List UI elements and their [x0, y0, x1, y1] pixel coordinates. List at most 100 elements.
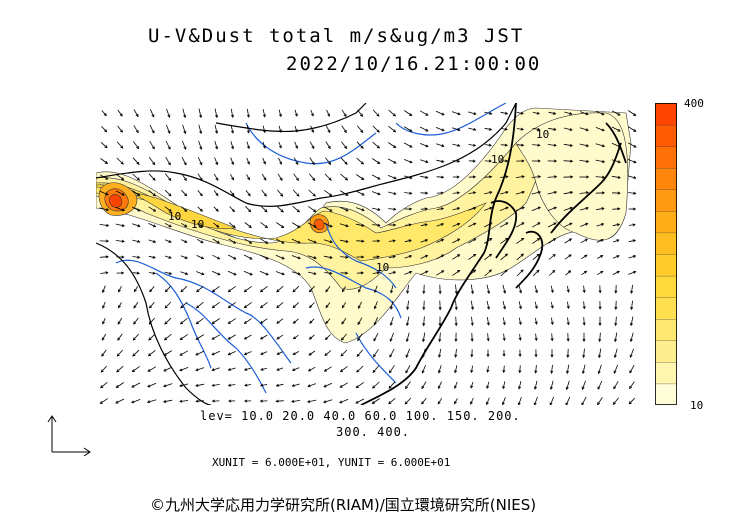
wind-vector-head — [179, 384, 183, 388]
wind-vector-head — [103, 113, 107, 117]
wind-vector-head — [167, 162, 171, 166]
wind-vector-head — [409, 270, 413, 274]
wind-vector — [148, 157, 156, 165]
wind-vector-head — [102, 289, 105, 294]
wind-vector-head — [136, 146, 140, 150]
wind-vector — [550, 285, 554, 293]
wind-vector — [339, 398, 349, 404]
wind-vector-head — [425, 175, 429, 179]
wind-vector — [563, 160, 573, 162]
wind-vector-head — [246, 114, 250, 118]
wind-vector — [277, 173, 283, 181]
wind-vector — [471, 365, 473, 373]
wind-vector-head — [215, 208, 219, 212]
wind-vector-head — [598, 322, 602, 327]
wind-vector — [179, 383, 189, 387]
wind-vector — [133, 333, 139, 341]
wind-vector-head — [99, 401, 103, 404]
wind-vector — [515, 191, 525, 195]
wind-vector-head — [565, 402, 569, 405]
wind-vector-head — [504, 269, 508, 273]
wind-vector — [356, 157, 364, 165]
wind-vector — [420, 239, 428, 243]
wind-vector — [101, 333, 107, 341]
wind-vector-head — [601, 128, 605, 132]
wind-vector — [614, 348, 618, 358]
wind-vector — [419, 159, 429, 163]
wind-vector-head — [597, 370, 601, 375]
wind-vector — [275, 254, 285, 260]
wind-vector-head — [536, 253, 540, 257]
wind-vector-head — [344, 177, 349, 181]
wind-vector-head — [279, 161, 282, 165]
wind-vector — [342, 286, 346, 292]
wind-vector — [471, 316, 473, 326]
wind-vector — [180, 334, 188, 340]
wind-vector — [131, 382, 141, 388]
wind-vector-head — [151, 130, 155, 134]
wind-vector — [341, 109, 347, 117]
wind-vector-head — [195, 337, 199, 340]
wind-vector — [339, 206, 349, 212]
wind-vector-head — [147, 384, 151, 388]
wind-vector — [213, 173, 219, 181]
wind-vector — [116, 382, 124, 388]
wind-vector-head — [406, 290, 410, 294]
wind-vector — [326, 109, 330, 117]
wind-vector — [468, 222, 476, 228]
wind-vector — [131, 223, 141, 227]
wind-vector-head — [136, 177, 141, 181]
wind-vector-head — [168, 193, 172, 197]
wind-vector-head — [505, 159, 509, 163]
wind-vector — [563, 143, 573, 147]
wind-vector — [228, 318, 236, 324]
wind-vector — [564, 238, 572, 244]
colorbar-swatch — [655, 210, 677, 234]
wind-vector-head — [502, 369, 506, 374]
wind-vector — [228, 384, 236, 386]
wind-vector-head — [324, 352, 328, 356]
wind-vector — [195, 383, 205, 387]
wind-vector — [195, 350, 205, 356]
wind-vector — [133, 109, 139, 117]
wind-vector-head — [552, 269, 556, 274]
wind-vector — [133, 125, 139, 133]
wind-vector — [246, 174, 250, 180]
wind-vector — [404, 110, 412, 116]
wind-vector-head — [454, 306, 458, 311]
wind-vector-head — [473, 127, 477, 131]
wind-vector — [163, 399, 173, 403]
wind-vector — [563, 127, 573, 131]
wind-vector-head — [105, 271, 109, 275]
wind-vector-head — [327, 145, 331, 150]
wind-vector-head — [325, 320, 329, 325]
wind-vector — [532, 269, 540, 277]
wind-vector — [468, 254, 476, 260]
wind-vector — [164, 206, 172, 212]
wind-vector-head — [357, 321, 361, 326]
wind-vector — [260, 367, 268, 371]
wind-vector-head — [505, 175, 509, 179]
wind-vector-head — [454, 290, 458, 295]
wind-vector — [372, 109, 380, 117]
wind-vector — [455, 300, 457, 310]
wind-vector — [308, 206, 316, 212]
wind-vector-head — [553, 175, 558, 179]
wind-vector-head — [376, 145, 381, 149]
wind-vector — [355, 190, 365, 196]
wind-vector — [579, 127, 589, 131]
wind-vector-head — [227, 305, 231, 309]
wind-vector-head — [520, 269, 524, 273]
wind-vector — [499, 222, 509, 228]
wind-vector — [406, 316, 410, 326]
wind-vector-head — [456, 159, 461, 163]
wind-vector — [579, 207, 589, 211]
wind-vector — [262, 157, 266, 165]
wind-vector-head — [137, 255, 141, 259]
wind-vector-head — [215, 193, 219, 197]
wind-vector-head — [248, 225, 252, 229]
wind-vector — [196, 255, 204, 259]
wind-vector-head — [617, 207, 621, 211]
wind-vector — [452, 160, 460, 162]
wind-vector-head — [117, 337, 121, 341]
